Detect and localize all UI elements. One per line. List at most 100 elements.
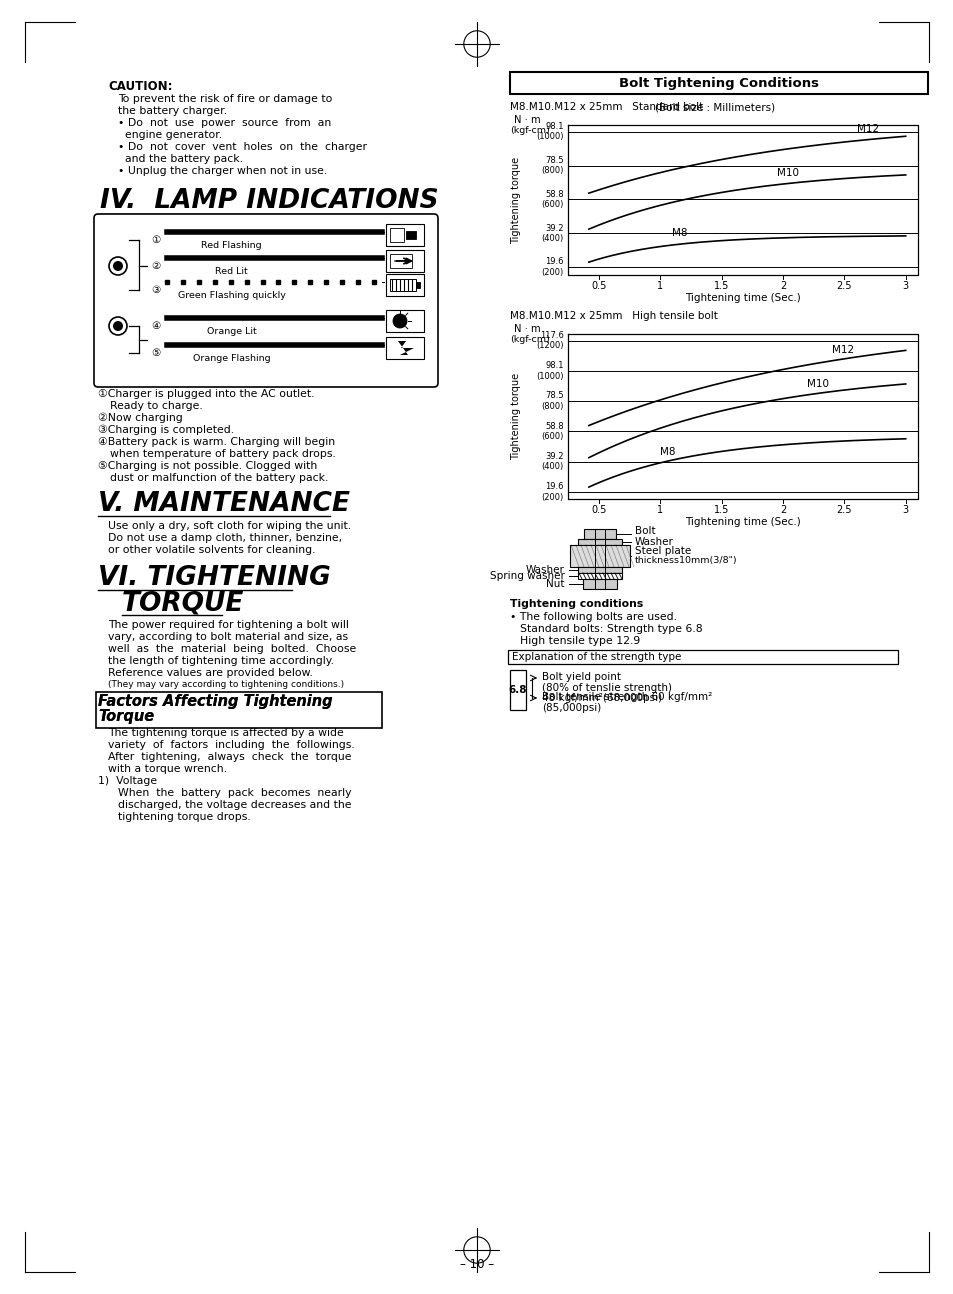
Bar xyxy=(510,670,525,710)
Text: • Do  not  cover  vent  holes  on  the  charger: • Do not cover vent holes on the charger xyxy=(118,142,367,151)
Bar xyxy=(386,311,423,333)
Text: and the battery pack.: and the battery pack. xyxy=(118,154,243,164)
Text: 58.8
(600): 58.8 (600) xyxy=(541,422,563,441)
Text: – 10 –: – 10 – xyxy=(459,1259,494,1272)
Text: • Do  not  use  power  source  from  an: • Do not use power source from an xyxy=(118,118,331,128)
Bar xyxy=(507,650,897,664)
Bar xyxy=(416,282,419,289)
Text: Red Lit: Red Lit xyxy=(214,267,248,276)
Text: thickness10mm(3/8"): thickness10mm(3/8") xyxy=(635,556,737,565)
Bar xyxy=(582,578,617,589)
Text: 1.5: 1.5 xyxy=(713,505,728,515)
Text: 48 kgf/mm²(68,000psi): 48 kgf/mm²(68,000psi) xyxy=(541,694,661,703)
Text: N · m: N · m xyxy=(514,324,540,334)
Text: Do not use a damp cloth, thinner, benzine,: Do not use a damp cloth, thinner, benzin… xyxy=(108,533,342,543)
Text: 78.5
(800): 78.5 (800) xyxy=(541,391,563,410)
Text: M8: M8 xyxy=(672,228,687,238)
Text: ⑤: ⑤ xyxy=(151,348,160,358)
Text: Orange Flashing: Orange Flashing xyxy=(193,355,270,364)
Polygon shape xyxy=(395,342,414,355)
Text: M8.M10.M12 x 25mm   High tensile bolt: M8.M10.M12 x 25mm High tensile bolt xyxy=(510,311,717,321)
Text: Ready to charge.: Ready to charge. xyxy=(110,401,203,411)
Bar xyxy=(386,250,423,272)
Text: Orange Lit: Orange Lit xyxy=(207,327,256,336)
Text: Steel plate: Steel plate xyxy=(635,546,691,556)
Text: Tightening conditions: Tightening conditions xyxy=(510,599,642,609)
Text: 2.5: 2.5 xyxy=(836,505,851,515)
Text: 19.6
(200): 19.6 (200) xyxy=(541,483,563,502)
Text: Standard bolts: Strength type 6.8: Standard bolts: Strength type 6.8 xyxy=(519,624,702,634)
Bar xyxy=(406,232,416,239)
Text: (Bolt size : Millimeters): (Bolt size : Millimeters) xyxy=(655,102,774,113)
Text: when temperature of battery pack drops.: when temperature of battery pack drops. xyxy=(110,449,335,459)
Text: 98.1
(1000): 98.1 (1000) xyxy=(536,361,563,380)
Text: ③Charging is completed.: ③Charging is completed. xyxy=(98,424,233,435)
Text: Bolt: Bolt xyxy=(635,525,655,536)
Text: 6.8: 6.8 xyxy=(508,685,527,695)
Text: The power required for tightening a bolt will: The power required for tightening a bolt… xyxy=(108,620,349,630)
Text: ⑤Charging is not possible. Clogged with: ⑤Charging is not possible. Clogged with xyxy=(98,461,317,471)
Text: with a torque wrench.: with a torque wrench. xyxy=(108,763,227,774)
Text: Bolt yield point: Bolt yield point xyxy=(541,672,620,682)
Text: (kgf-cm): (kgf-cm) xyxy=(510,335,549,344)
Text: • Unplug the charger when not in use.: • Unplug the charger when not in use. xyxy=(118,166,327,176)
Text: ③: ③ xyxy=(151,285,160,295)
Text: (kgf-cm): (kgf-cm) xyxy=(510,126,549,135)
Text: Tightening torque: Tightening torque xyxy=(511,373,520,461)
Text: Nut: Nut xyxy=(546,578,564,589)
Text: dust or malfunction of the battery pack.: dust or malfunction of the battery pack. xyxy=(110,474,328,483)
Text: IV.  LAMP INDICATIONS: IV. LAMP INDICATIONS xyxy=(100,188,438,214)
Text: Green Flashing quickly: Green Flashing quickly xyxy=(177,291,285,300)
Text: ①: ① xyxy=(151,236,160,245)
Text: the length of tightening time accordingly.: the length of tightening time accordingl… xyxy=(108,656,334,666)
Text: M12: M12 xyxy=(831,344,853,355)
Text: ④: ④ xyxy=(151,321,160,331)
Text: • The following bolts are used.: • The following bolts are used. xyxy=(510,612,677,622)
Text: Tightening torque: Tightening torque xyxy=(511,157,520,243)
Text: Red Flashing: Red Flashing xyxy=(201,241,261,250)
Circle shape xyxy=(393,314,407,327)
Text: (85,000psi): (85,000psi) xyxy=(541,703,600,713)
Text: 39.2
(400): 39.2 (400) xyxy=(541,452,563,471)
Text: 0.5: 0.5 xyxy=(591,505,606,515)
Text: VI. TIGHTENING: VI. TIGHTENING xyxy=(98,565,331,591)
Text: After  tightening,  always  check  the  torque: After tightening, always check the torqu… xyxy=(108,752,351,762)
Bar xyxy=(578,573,621,578)
Text: 1)  Voltage: 1) Voltage xyxy=(98,776,157,785)
Text: CAUTION:: CAUTION: xyxy=(108,80,172,93)
Text: Torque: Torque xyxy=(98,709,154,725)
Text: Use only a dry, soft cloth for wiping the unit.: Use only a dry, soft cloth for wiping th… xyxy=(108,521,351,531)
Bar xyxy=(578,540,621,545)
Text: Explanation of the strength type: Explanation of the strength type xyxy=(512,652,680,663)
Text: vary, according to bolt material and size, as: vary, according to bolt material and siz… xyxy=(108,631,348,642)
Bar xyxy=(96,692,381,729)
Text: the battery charger.: the battery charger. xyxy=(118,106,227,116)
Text: 78.5
(800): 78.5 (800) xyxy=(541,155,563,175)
Text: M12: M12 xyxy=(856,124,878,133)
Text: tightening torque drops.: tightening torque drops. xyxy=(118,813,251,822)
Text: N · m: N · m xyxy=(514,115,540,126)
Bar xyxy=(578,567,621,573)
Text: ①Charger is plugged into the AC outlet.: ①Charger is plugged into the AC outlet. xyxy=(98,389,314,399)
Text: 3: 3 xyxy=(902,281,908,291)
Text: 1: 1 xyxy=(657,505,662,515)
Text: V. MAINTENANCE: V. MAINTENANCE xyxy=(98,490,350,518)
Circle shape xyxy=(112,261,123,270)
Text: Bolt Tightening Conditions: Bolt Tightening Conditions xyxy=(618,76,818,89)
Text: variety  of  factors  including  the  followings.: variety of factors including the followi… xyxy=(108,740,355,751)
Text: 98.1
(1000): 98.1 (1000) xyxy=(536,122,563,141)
Bar xyxy=(390,280,416,291)
Text: ②Now charging: ②Now charging xyxy=(98,413,183,423)
Text: Reference values are provided below.: Reference values are provided below. xyxy=(108,668,313,678)
Text: Factors Affecting Tightening: Factors Affecting Tightening xyxy=(98,694,333,709)
Text: 2: 2 xyxy=(779,281,785,291)
Text: 19.6
(200): 19.6 (200) xyxy=(541,258,563,277)
Text: 39.2
(400): 39.2 (400) xyxy=(541,224,563,243)
Bar xyxy=(390,228,403,242)
Text: 2: 2 xyxy=(779,505,785,515)
Text: ④Battery pack is warm. Charging will begin: ④Battery pack is warm. Charging will beg… xyxy=(98,437,335,446)
Text: Tightening time (Sec.): Tightening time (Sec.) xyxy=(684,292,800,303)
Text: Washer: Washer xyxy=(635,537,673,547)
Text: Spring washer: Spring washer xyxy=(490,571,564,581)
Text: Bolt tensile strength 60 kgf/mm²: Bolt tensile strength 60 kgf/mm² xyxy=(541,692,712,703)
